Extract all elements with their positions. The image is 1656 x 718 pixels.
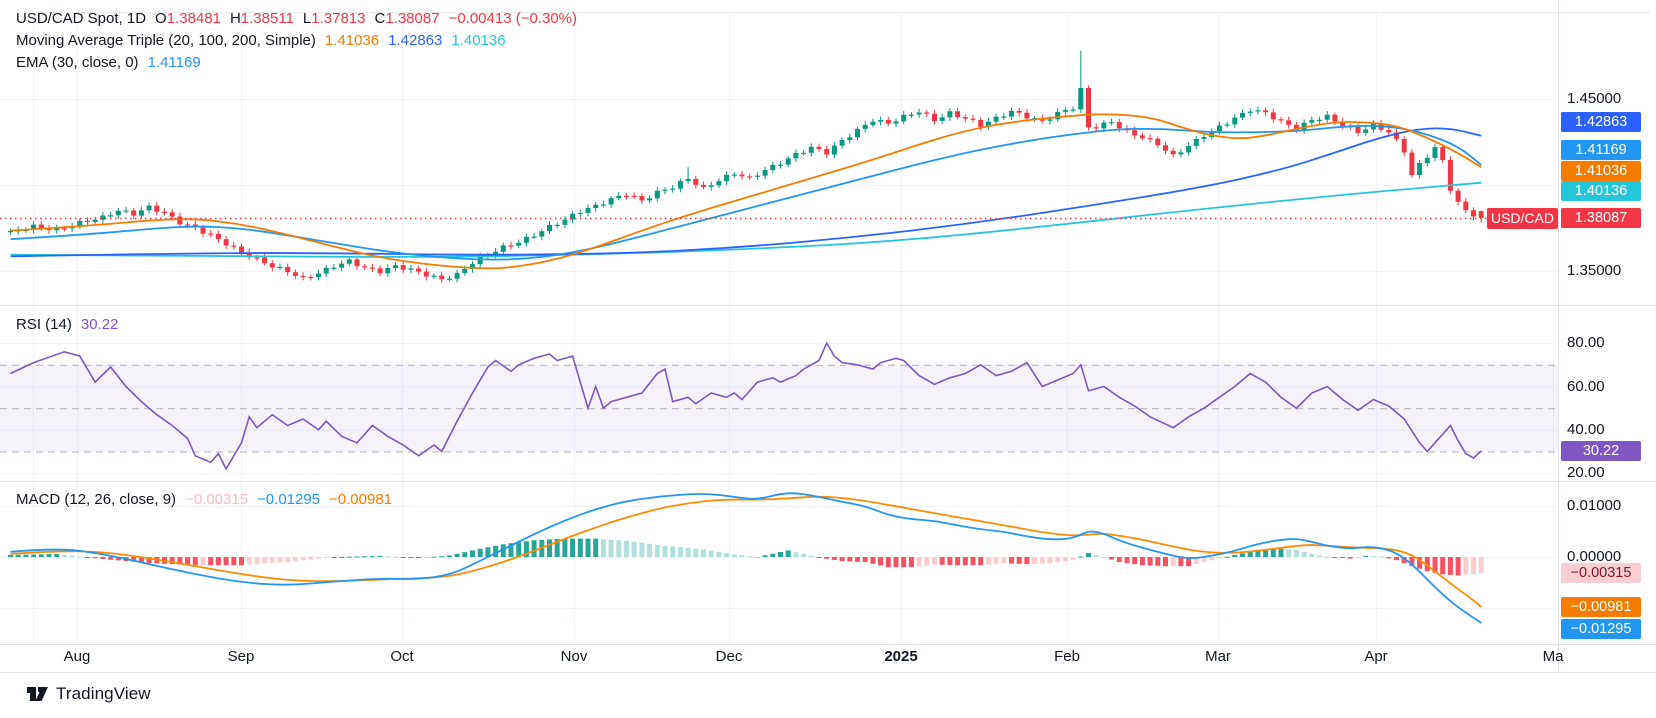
candles <box>8 50 1484 283</box>
ohlc-high: H1.38511 <box>229 10 294 27</box>
axis-price-label: 40.00 <box>1567 421 1605 438</box>
ohlc-low: L1.37813 <box>302 10 366 27</box>
axis-price-label: 60.00 <box>1567 378 1605 395</box>
ema30-line <box>10 125 1482 261</box>
axis-price-label: 0.01000 <box>1567 497 1622 514</box>
time-axis-month-label: Aug <box>63 648 91 665</box>
last-price-badge: 1.38087 <box>1561 208 1641 228</box>
time-axis-month-label: Mar <box>1205 648 1231 665</box>
tradingview-wordmark: TradingView <box>56 684 151 703</box>
legend-symbol-row[interactable]: USD/CAD Spot, 1D O1.38481 H1.38511 L1.37… <box>16 10 577 27</box>
sma200-value: 1.40136 <box>451 32 506 49</box>
axis-price-label: 1.35000 <box>1567 262 1622 279</box>
macd-line <box>10 492 1482 624</box>
symbol-title: USD/CAD Spot, 1D <box>16 10 147 27</box>
tradingview-attribution[interactable]: TradingView <box>26 684 151 704</box>
macd-histogram <box>8 538 1484 576</box>
macd-line-value: −0.01295 <box>257 491 321 508</box>
ohlc-open: O1.38481 <box>155 10 221 27</box>
sma100-line <box>10 127 1482 258</box>
sma200-badge: 1.40136 <box>1561 181 1641 201</box>
sma200-line <box>10 181 1482 258</box>
sma20-badge: 1.41036 <box>1561 161 1641 181</box>
rsi-line <box>10 341 1482 471</box>
rsi-value-badge: 30.22 <box>1561 441 1641 461</box>
ohlc-close: C1.38087 <box>374 10 440 27</box>
time-axis-month-label: 2025 <box>884 648 918 665</box>
macd-signal-value: −0.00981 <box>329 491 393 508</box>
legend-ma-triple-row[interactable]: Moving Average Triple (20, 100, 200, Sim… <box>16 32 506 49</box>
gridlines <box>0 12 1650 644</box>
axis-price-label: 1.45000 <box>1567 90 1622 107</box>
signal-badge: −0.00981 <box>1561 597 1641 617</box>
time-axis-month-label: Sep <box>227 648 255 665</box>
axis-price-label: 20.00 <box>1567 464 1605 481</box>
time-axis-month-label: Ma <box>1542 648 1564 665</box>
sma100-value: 1.42863 <box>388 32 443 49</box>
time-axis-month-label: Dec <box>715 648 743 665</box>
legend-ema-row[interactable]: EMA (30, close, 0) 1.41169 <box>16 54 201 71</box>
legend-macd-row[interactable]: MACD (12, 26, close, 9) −0.00315 −0.0129… <box>16 491 392 508</box>
time-axis-month-label: Oct <box>390 648 414 665</box>
sma100-badge: 1.42863 <box>1561 112 1641 132</box>
ema-title: EMA (30, close, 0) <box>16 54 139 71</box>
pane-separators <box>0 0 1656 673</box>
time-axis-month-label: Nov <box>560 648 588 665</box>
ema-value: 1.41169 <box>147 54 201 71</box>
macd-hist-value: −0.00315 <box>185 491 249 508</box>
legend-rsi-row[interactable]: RSI (14) 30.22 <box>16 316 118 333</box>
symbol-price-tag: USD/CAD <box>1487 207 1558 229</box>
macd-badge: −0.01295 <box>1561 619 1641 639</box>
time-axis-month-label: Feb <box>1054 648 1080 665</box>
rsi-band <box>0 364 1558 453</box>
sma20-value: 1.41036 <box>324 32 380 49</box>
axis-price-label: 0.00000 <box>1567 548 1622 565</box>
hist-badge: −0.00315 <box>1561 563 1641 583</box>
ma-triple-title: Moving Average Triple (20, 100, 200, Sim… <box>16 32 316 49</box>
time-axis-month-label: Apr <box>1364 648 1388 665</box>
rsi-value: 30.22 <box>80 316 119 333</box>
rsi-title: RSI (14) <box>16 316 72 333</box>
price-change: −0.00413 (−0.30%) <box>448 10 577 27</box>
ema30-badge: 1.41169 <box>1561 140 1641 160</box>
macd-signal-line <box>10 495 1482 608</box>
macd-title: MACD (12, 26, close, 9) <box>16 491 177 508</box>
axis-price-label: 80.00 <box>1567 334 1605 351</box>
sma20-line <box>10 113 1482 270</box>
tradingview-logo-icon <box>26 684 49 704</box>
